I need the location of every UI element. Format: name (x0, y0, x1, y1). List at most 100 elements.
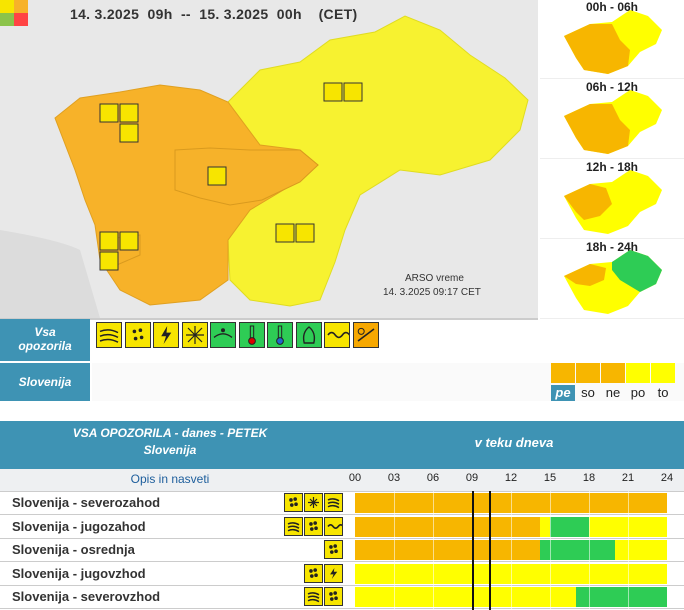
snow-icon[interactable] (181, 322, 208, 348)
warning-type-icons (92, 319, 382, 361)
snow-rain-icon[interactable] (210, 322, 236, 348)
hour-label: 15 (543, 472, 557, 484)
timeline-bar (355, 587, 667, 608)
hour-gridline (511, 491, 512, 610)
table-subheader: Opis in nasveti 00 03 06 09 12 15 18 21 24 (0, 469, 684, 492)
period-label: 12h - 18h (585, 160, 639, 174)
period-map-00-06[interactable]: 00h - 06h (540, 0, 684, 79)
rain-icon[interactable] (304, 563, 323, 583)
timeline-segment (615, 540, 667, 561)
wind-icon[interactable] (284, 516, 303, 536)
day-level-po[interactable] (626, 363, 650, 383)
timeline-segment (355, 540, 541, 561)
wind-icon[interactable] (96, 322, 122, 348)
day-level-to[interactable] (651, 363, 675, 383)
hour-label: 06 (426, 472, 440, 484)
warning-map[interactable]: 14. 3.2025 09h -- 15. 3.2025 00h (CET) A… (0, 0, 538, 320)
current-time-marker (472, 491, 474, 610)
table-row[interactable]: Slovenija - severovzhod (0, 586, 684, 610)
rain-icon[interactable] (324, 587, 343, 607)
period-map-06-12[interactable]: 06h - 12h (540, 80, 684, 159)
period-map-18-24[interactable]: 18h - 24h (540, 240, 684, 319)
day-tab-ne[interactable]: ne (605, 385, 621, 400)
table-title-line1: VSA OPOZORILA - danes - PETEK (72, 426, 268, 440)
hour-gridline (433, 491, 434, 610)
thunderstorm-icon[interactable] (153, 322, 179, 348)
region-name[interactable]: Slovenija - severovzhod (12, 589, 161, 605)
hour-label: 24 (660, 472, 674, 484)
coastal-icon[interactable] (324, 322, 350, 348)
day-selector: pe so ne po to (92, 363, 684, 401)
table-header: VSA OPOZORILA - danes - PETEK Slovenija … (0, 421, 684, 469)
table-row[interactable]: Slovenija - osrednja (0, 539, 684, 563)
rain-icon[interactable] (284, 493, 303, 512)
row-warning-icons (283, 492, 343, 514)
wind-icon[interactable] (324, 493, 343, 512)
period-label: 06h - 12h (585, 80, 639, 94)
row-warning-icons (283, 516, 343, 538)
low-temperature-icon[interactable] (267, 322, 293, 348)
rain-icon[interactable] (124, 322, 151, 348)
warning-level-legend-icon (0, 0, 28, 26)
period-map-12-18[interactable]: 12h - 18h (540, 160, 684, 239)
table-row[interactable]: Slovenija - severozahod (0, 492, 684, 515)
snow-icon[interactable] (304, 493, 323, 512)
region-label: Slovenija (0, 363, 90, 401)
credit-source: ARSO vreme (405, 273, 464, 284)
rain-icon[interactable] (324, 540, 343, 560)
current-time-marker (488, 491, 491, 610)
coastal-icon[interactable] (324, 516, 343, 536)
table-row[interactable]: Slovenija - jugovzhod (0, 562, 684, 586)
timeline-segment (576, 587, 667, 608)
day-tab-so[interactable]: so (581, 385, 595, 400)
timeline-segment (355, 516, 541, 537)
timeline-title: v teku dneva (474, 435, 554, 450)
slovenia-map (0, 0, 538, 318)
flood-icon[interactable] (352, 322, 379, 348)
period-maps: 00h - 06h 06h - 12h 12h - 18h 18h - 24h (540, 0, 684, 319)
day-tab-pe[interactable]: pe (551, 385, 575, 401)
description-link[interactable]: Opis in nasveti (130, 472, 210, 486)
timeline-segment (540, 540, 615, 561)
fire-icon[interactable] (295, 322, 322, 348)
hour-gridline (589, 491, 590, 610)
day-level-pe[interactable] (551, 363, 575, 383)
hour-label: 12 (504, 472, 518, 484)
table-row[interactable]: Slovenija - jugozahod (0, 515, 684, 539)
timeline-segment (550, 516, 589, 537)
thunderstorm-icon[interactable] (324, 563, 343, 583)
hour-gridline (394, 491, 395, 610)
high-temperature-icon[interactable] (238, 322, 265, 348)
all-warnings-label: Vsa opozorila (0, 319, 90, 361)
region-name[interactable]: Slovenija - osrednja (12, 542, 135, 558)
day-level-so[interactable] (576, 363, 600, 383)
hour-gridline (628, 491, 629, 610)
rain-icon[interactable] (304, 516, 323, 536)
region-name[interactable]: Slovenija - jugozahod (12, 518, 146, 534)
hour-label: 00 (348, 472, 362, 484)
row-warning-icons (323, 539, 343, 561)
period-label: 18h - 24h (585, 240, 639, 254)
credit-timestamp: 14. 3.2025 09:17 CET (383, 287, 481, 298)
map-title: 14. 3.2025 09h -- 15. 3.2025 00h (CET) (70, 6, 358, 22)
wind-icon[interactable] (304, 587, 323, 607)
row-warning-icons (303, 586, 343, 608)
period-label: 00h - 06h (585, 0, 639, 14)
table-title-line2: Slovenija (143, 443, 197, 457)
day-level-ne[interactable] (601, 363, 625, 383)
table-title: VSA OPOZORILA - danes - PETEK Slovenija (0, 425, 340, 459)
timeline-segment (355, 587, 576, 608)
region-name[interactable]: Slovenija - severozahod (12, 495, 161, 510)
hour-label: 09 (465, 472, 479, 484)
day-tab-to[interactable]: to (657, 385, 669, 400)
timeline-segment (540, 516, 550, 537)
row-warning-icons (303, 563, 343, 585)
day-tab-po[interactable]: po (630, 385, 646, 400)
hour-gridline (550, 491, 551, 610)
hour-label: 03 (387, 472, 401, 484)
hour-label: 18 (582, 472, 596, 484)
all-warnings-text: Vsa opozorila (18, 325, 72, 353)
hour-label: 21 (621, 472, 635, 484)
region-name[interactable]: Slovenija - jugovzhod (12, 565, 146, 581)
map-credit: ARSO vreme 14. 3.2025 09:17 CET (383, 272, 481, 300)
